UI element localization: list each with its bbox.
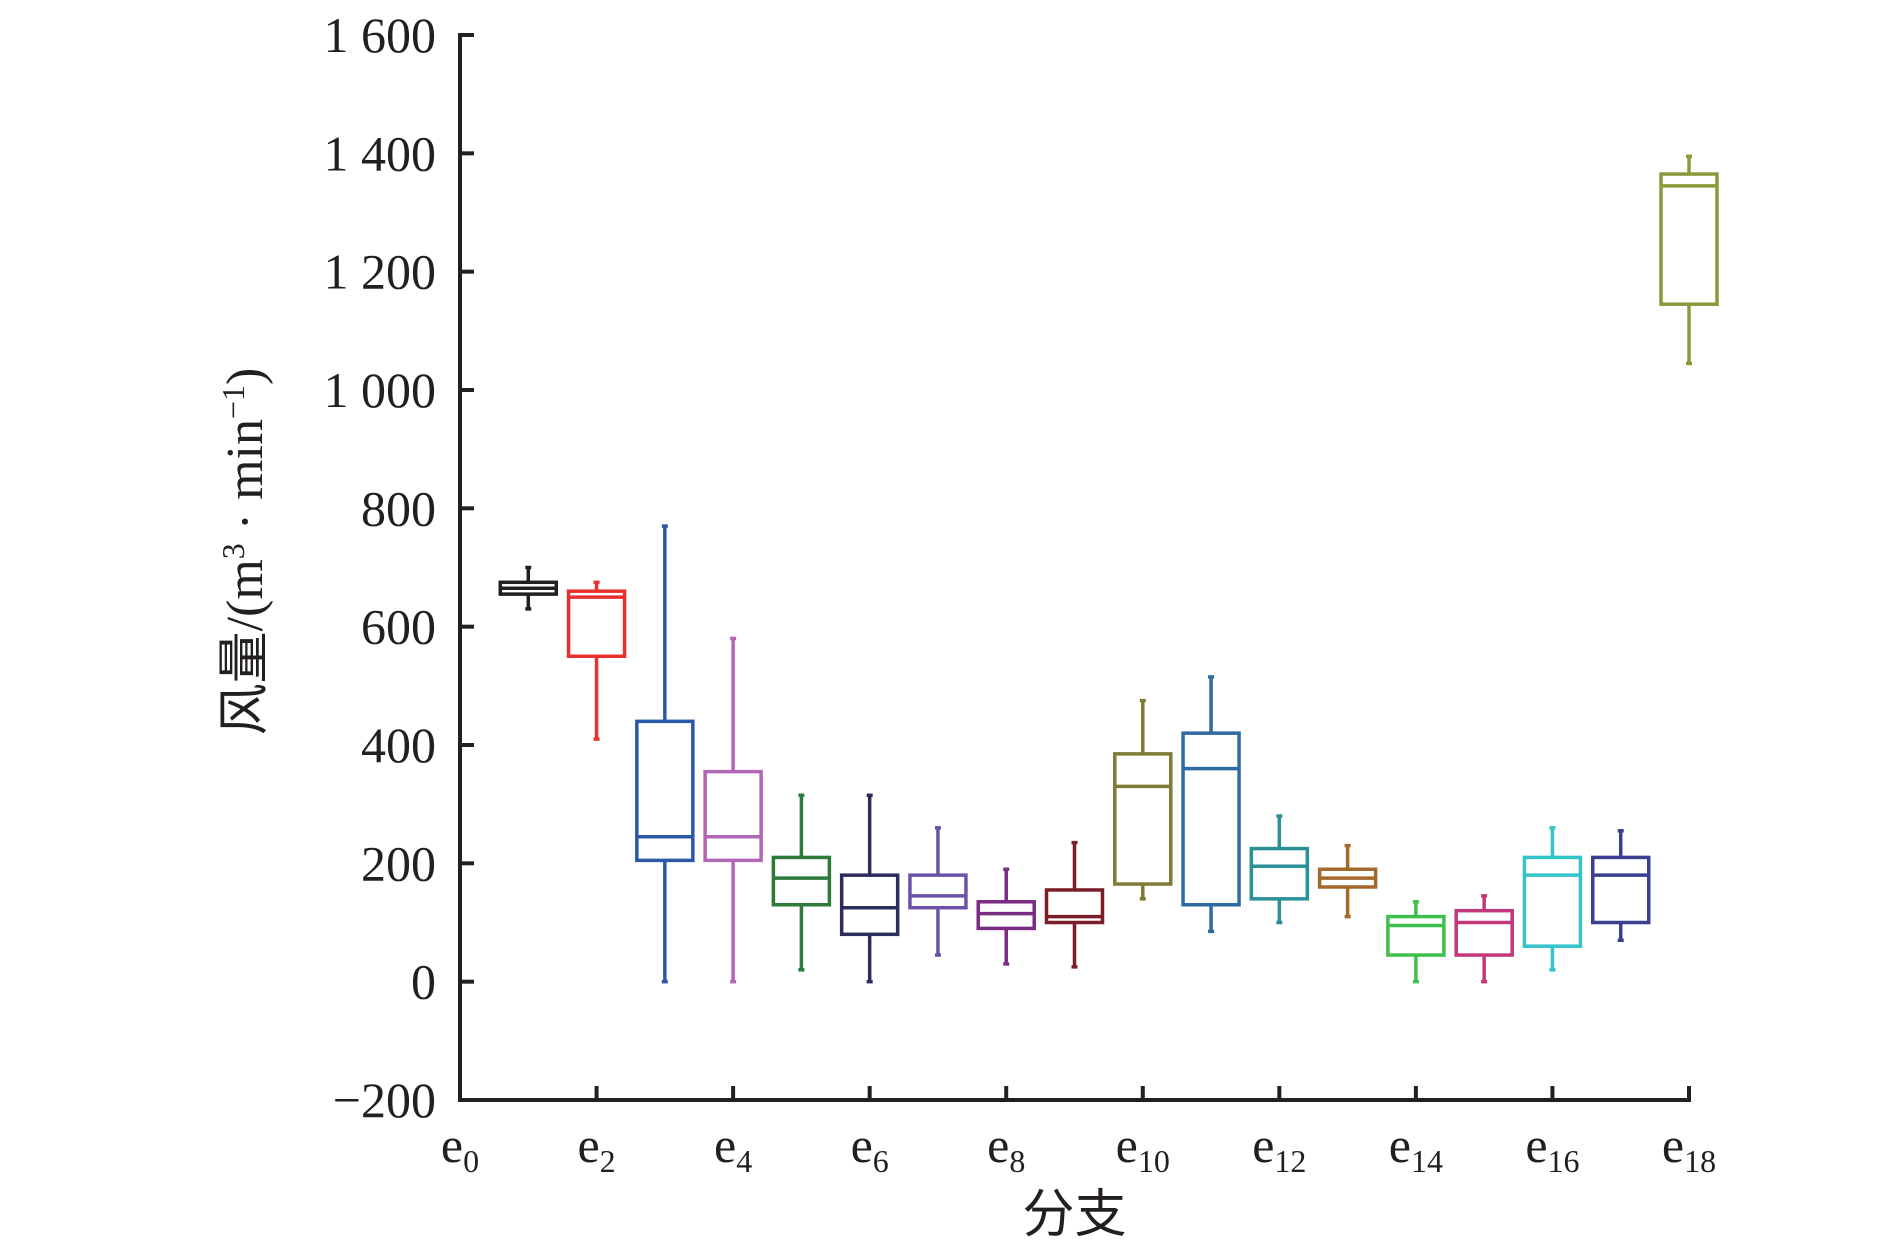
x-tick-label-base: e: [441, 1117, 463, 1173]
x-tick-label-base: e: [577, 1117, 599, 1173]
box-iqr: [1454, 908, 1514, 957]
box-iqr: [839, 873, 900, 937]
boxes-layer: [498, 154, 1719, 984]
x-axis-title: 分支: [1022, 1187, 1126, 1244]
y-axis-title-sup-2: −1: [215, 385, 251, 419]
x-tick-label-subscript: 0: [463, 1143, 479, 1179]
axes-layer: [458, 33, 1691, 1102]
box-group: [976, 867, 1036, 966]
y-axis-title-main: 风量/(m: [217, 559, 274, 735]
box-iqr: [1590, 855, 1651, 925]
x-tick-label-base: e: [987, 1117, 1009, 1173]
box-iqr: [908, 873, 968, 910]
y-tick-label: 600: [361, 599, 436, 655]
x-tick-label: e14: [1389, 1117, 1443, 1179]
x-tick-label: e18: [1662, 1117, 1716, 1179]
box-group: [1590, 829, 1651, 942]
y-axis-title: 风量/(m3 · min−1): [215, 368, 274, 736]
box-group: [498, 565, 559, 611]
box-group: [908, 826, 968, 957]
box-group: [1659, 154, 1719, 366]
y-tick-label: 0: [411, 954, 436, 1010]
x-tick-label-subscript: 6: [873, 1143, 889, 1179]
x-tick-label-subscript: 12: [1274, 1143, 1306, 1179]
x-tick-label: e16: [1525, 1117, 1579, 1179]
box-group: [703, 636, 763, 984]
x-tick-label-base: e: [1389, 1117, 1411, 1173]
box-iqr: [771, 855, 832, 907]
box-group: [635, 524, 695, 984]
box-iqr: [703, 769, 763, 863]
x-tick-label: e2: [577, 1117, 615, 1179]
x-tick-label-base: e: [1525, 1117, 1547, 1173]
box-group: [1113, 698, 1173, 901]
x-tick-label: e0: [441, 1117, 479, 1179]
x-tick-label-base: e: [714, 1117, 736, 1173]
box-iqr: [635, 719, 695, 863]
box-group: [839, 793, 900, 984]
x-tick-label-subscript: 16: [1548, 1143, 1580, 1179]
box-iqr: [1249, 846, 1310, 901]
x-tick-label-base: e: [851, 1117, 873, 1173]
x-tick-label-subscript: 4: [736, 1143, 752, 1179]
y-tick-label: 1 600: [324, 7, 437, 63]
x-tick-label: e8: [987, 1117, 1025, 1179]
box-group: [566, 580, 627, 741]
box-iqr: [1181, 731, 1241, 907]
box-iqr: [566, 589, 627, 659]
box-group: [1181, 675, 1241, 934]
x-tick-label: e4: [714, 1117, 752, 1179]
box-group: [1386, 900, 1446, 984]
x-tick-label: e10: [1116, 1117, 1170, 1179]
y-tick-label: 1 200: [324, 244, 437, 300]
x-tick-label-base: e: [1662, 1117, 1684, 1173]
x-tick-label-subscript: 14: [1411, 1143, 1443, 1179]
y-axis-title-sup-1: 3: [215, 543, 251, 559]
box-iqr: [1113, 752, 1173, 886]
y-tick-label: −200: [333, 1072, 436, 1128]
box-group: [771, 793, 832, 972]
y-tick-label: 400: [361, 717, 436, 773]
y-tick-label: 1 400: [324, 125, 437, 181]
y-tick-label: 800: [361, 480, 436, 536]
x-tick-label-base: e: [1252, 1117, 1274, 1173]
box-group: [1522, 826, 1583, 972]
x-tick-label-base: e: [1116, 1117, 1138, 1173]
box-group: [1044, 840, 1105, 969]
x-tick-label-subscript: 18: [1684, 1143, 1716, 1179]
x-tick-label-subscript: 10: [1138, 1143, 1170, 1179]
y-tick-label: 200: [361, 835, 436, 891]
y-axis-title-mid: · min: [217, 419, 274, 543]
box-group: [1317, 843, 1378, 919]
box-iqr: [1659, 172, 1719, 306]
y-axis-title-end: ): [217, 368, 274, 385]
x-tick-label: e6: [851, 1117, 889, 1179]
y-tick-label: 1 000: [324, 362, 437, 418]
x-tick-label-subscript: 8: [1009, 1143, 1025, 1179]
box-group: [1454, 894, 1514, 984]
box-iqr: [1386, 914, 1446, 957]
x-tick-label-subscript: 2: [600, 1143, 616, 1179]
x-tick-label: e12: [1252, 1117, 1306, 1179]
box-group: [1249, 814, 1310, 925]
box-iqr: [1522, 855, 1583, 948]
